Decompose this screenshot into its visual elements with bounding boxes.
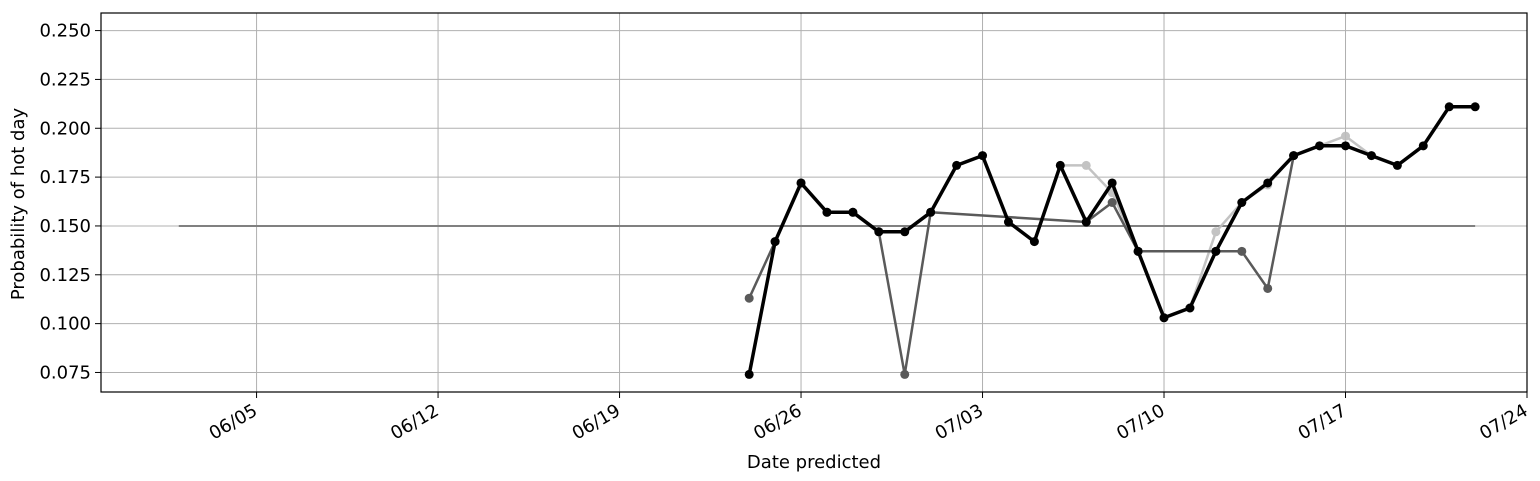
data-point xyxy=(1081,160,1091,170)
y-tick-label: 0.150 xyxy=(39,216,91,237)
y-tick-label: 0.075 xyxy=(39,362,91,383)
y-tick-label: 0.250 xyxy=(39,21,91,42)
data-point xyxy=(1029,237,1039,247)
data-point xyxy=(1107,198,1117,207)
data-point xyxy=(1081,217,1091,227)
data-point xyxy=(1211,227,1221,237)
series-2 xyxy=(744,151,1299,379)
data-point xyxy=(770,237,780,247)
data-point xyxy=(1003,217,1013,227)
data-point xyxy=(1444,102,1454,112)
x-tick-label: 07/03 xyxy=(932,400,987,444)
data-point xyxy=(900,369,910,379)
y-tick-label: 0.225 xyxy=(39,69,91,90)
x-axis-ticks: 06/05 06/12 06/19 06/26 07/03 07/10 07/17 07/24 xyxy=(206,392,1532,444)
x-tick-label: 06/19 xyxy=(569,400,624,444)
data-point xyxy=(796,178,806,188)
x-tick-label: 06/26 xyxy=(750,400,805,444)
data-point xyxy=(1055,160,1065,170)
data-point xyxy=(1341,141,1351,151)
y-tick-label: 0.125 xyxy=(39,265,91,286)
data-point xyxy=(1470,102,1480,112)
x-axis-title: Date predicted xyxy=(747,452,881,473)
y-tick-label: 0.200 xyxy=(39,118,91,139)
data-point xyxy=(1133,246,1143,256)
y-axis-title: Probability of hot day xyxy=(8,108,29,301)
plot-frame xyxy=(100,12,1528,393)
x-tick-label: 07/24 xyxy=(1476,400,1531,444)
data-point xyxy=(1392,160,1402,170)
x-tick-label: 06/05 xyxy=(206,400,261,444)
data-point xyxy=(1341,131,1351,141)
y-axis-ticks: 0.075 0.100 0.125 0.150 0.175 0.200 0.225 0.250 xyxy=(39,21,101,383)
data-point xyxy=(1185,303,1195,313)
data-point xyxy=(926,207,936,217)
data-point xyxy=(1159,313,1169,323)
data-point xyxy=(1237,246,1247,256)
data-point xyxy=(1315,141,1325,151)
grid-lines xyxy=(101,13,1528,392)
data-point xyxy=(848,207,858,217)
data-point xyxy=(822,207,832,217)
series-3 xyxy=(744,102,1480,379)
y-tick-label: 0.175 xyxy=(39,167,91,188)
data-point xyxy=(1237,198,1247,207)
data-point xyxy=(744,369,754,379)
x-tick-label: 06/12 xyxy=(387,400,442,444)
series-line xyxy=(748,155,1295,376)
data-point xyxy=(1263,283,1273,293)
data-point xyxy=(1211,246,1221,256)
series-layer xyxy=(744,102,1480,379)
data-point xyxy=(1263,178,1273,188)
data-point xyxy=(952,160,962,170)
x-tick-label: 07/10 xyxy=(1113,400,1168,444)
series-line xyxy=(1060,134,1373,320)
data-point xyxy=(900,227,910,237)
data-point xyxy=(744,293,754,303)
series-line xyxy=(747,105,1476,375)
data-point xyxy=(1107,178,1117,188)
data-point xyxy=(1418,141,1428,151)
data-point xyxy=(978,151,988,161)
data-point xyxy=(1366,151,1376,161)
x-tick-label: 07/17 xyxy=(1295,400,1350,444)
y-tick-label: 0.100 xyxy=(39,314,91,335)
data-point xyxy=(874,227,884,237)
data-point xyxy=(1289,151,1299,161)
